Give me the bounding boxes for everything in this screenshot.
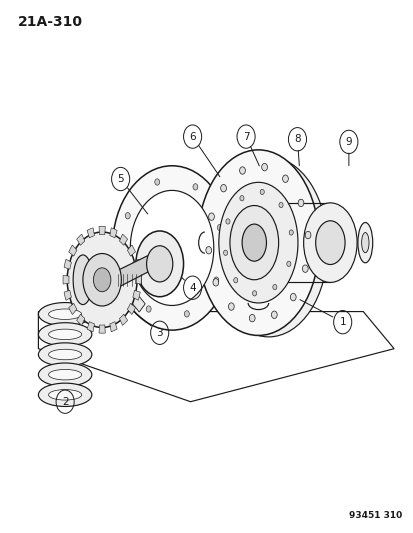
- Polygon shape: [119, 234, 127, 245]
- Polygon shape: [127, 245, 135, 256]
- Circle shape: [272, 285, 276, 290]
- Ellipse shape: [242, 224, 266, 261]
- Circle shape: [261, 164, 267, 171]
- Circle shape: [288, 230, 292, 235]
- Circle shape: [223, 250, 227, 255]
- Circle shape: [290, 293, 295, 301]
- Ellipse shape: [48, 329, 81, 340]
- Text: 9: 9: [345, 137, 351, 147]
- Circle shape: [208, 213, 214, 220]
- Ellipse shape: [146, 246, 172, 282]
- Circle shape: [233, 278, 237, 283]
- Text: 3: 3: [156, 328, 163, 338]
- Text: 1: 1: [339, 317, 345, 327]
- Ellipse shape: [229, 206, 278, 280]
- Text: 8: 8: [294, 134, 300, 144]
- Polygon shape: [119, 314, 127, 325]
- Polygon shape: [87, 228, 94, 238]
- Polygon shape: [69, 245, 77, 256]
- Circle shape: [249, 314, 254, 322]
- Circle shape: [228, 303, 234, 310]
- Circle shape: [282, 175, 287, 182]
- Polygon shape: [69, 303, 77, 314]
- Circle shape: [304, 231, 310, 239]
- Circle shape: [212, 279, 218, 286]
- Ellipse shape: [197, 150, 318, 335]
- Text: 21A-310: 21A-310: [18, 14, 83, 29]
- Ellipse shape: [135, 231, 183, 297]
- Circle shape: [192, 184, 197, 190]
- Ellipse shape: [315, 221, 344, 264]
- Polygon shape: [109, 228, 117, 238]
- Polygon shape: [135, 276, 141, 284]
- Ellipse shape: [48, 349, 81, 360]
- Polygon shape: [99, 227, 105, 235]
- Circle shape: [239, 196, 243, 201]
- Circle shape: [271, 311, 277, 319]
- Polygon shape: [116, 256, 147, 288]
- Polygon shape: [133, 290, 140, 300]
- Ellipse shape: [93, 268, 111, 292]
- Circle shape: [146, 306, 151, 312]
- Ellipse shape: [112, 166, 231, 330]
- Polygon shape: [133, 259, 140, 269]
- Text: 7: 7: [242, 132, 249, 142]
- Ellipse shape: [38, 343, 92, 366]
- Circle shape: [297, 199, 303, 207]
- Circle shape: [184, 311, 189, 317]
- Circle shape: [301, 265, 307, 272]
- Ellipse shape: [209, 157, 327, 337]
- Ellipse shape: [73, 255, 93, 304]
- Circle shape: [239, 167, 245, 174]
- Circle shape: [225, 219, 230, 224]
- Circle shape: [252, 290, 256, 296]
- Circle shape: [214, 277, 218, 284]
- Ellipse shape: [38, 303, 92, 326]
- Ellipse shape: [67, 232, 137, 327]
- Ellipse shape: [38, 383, 92, 407]
- Ellipse shape: [83, 254, 121, 306]
- Ellipse shape: [218, 182, 297, 303]
- Circle shape: [286, 261, 290, 266]
- Polygon shape: [76, 234, 85, 245]
- Ellipse shape: [361, 232, 368, 253]
- Polygon shape: [63, 276, 69, 284]
- Ellipse shape: [130, 190, 213, 305]
- Polygon shape: [76, 314, 85, 325]
- Text: 4: 4: [189, 282, 195, 293]
- Polygon shape: [99, 325, 105, 333]
- Ellipse shape: [48, 390, 81, 400]
- Ellipse shape: [303, 203, 356, 282]
- Text: 5: 5: [117, 174, 123, 184]
- Ellipse shape: [38, 363, 92, 386]
- Polygon shape: [64, 290, 71, 300]
- Circle shape: [125, 213, 130, 219]
- Polygon shape: [64, 259, 71, 269]
- Circle shape: [205, 247, 211, 254]
- Text: 2: 2: [62, 397, 68, 407]
- Ellipse shape: [38, 322, 92, 346]
- Polygon shape: [127, 289, 145, 312]
- Text: 93451 310: 93451 310: [348, 511, 401, 520]
- Circle shape: [278, 203, 282, 208]
- Circle shape: [220, 184, 226, 192]
- Polygon shape: [87, 321, 94, 332]
- Polygon shape: [127, 303, 135, 314]
- Ellipse shape: [48, 309, 81, 319]
- Circle shape: [121, 265, 126, 271]
- Ellipse shape: [48, 369, 81, 380]
- Circle shape: [217, 224, 222, 231]
- Circle shape: [154, 179, 159, 185]
- Text: 6: 6: [189, 132, 195, 142]
- Polygon shape: [109, 321, 117, 332]
- Ellipse shape: [357, 222, 372, 263]
- Circle shape: [259, 189, 263, 195]
